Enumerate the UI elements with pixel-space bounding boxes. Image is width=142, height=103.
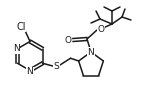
- Text: S: S: [54, 62, 59, 71]
- Text: O: O: [64, 36, 72, 44]
- Text: N: N: [88, 47, 94, 57]
- Text: N: N: [27, 67, 33, 76]
- Text: Cl: Cl: [16, 22, 26, 32]
- Text: N: N: [13, 44, 20, 53]
- Text: O: O: [98, 25, 105, 33]
